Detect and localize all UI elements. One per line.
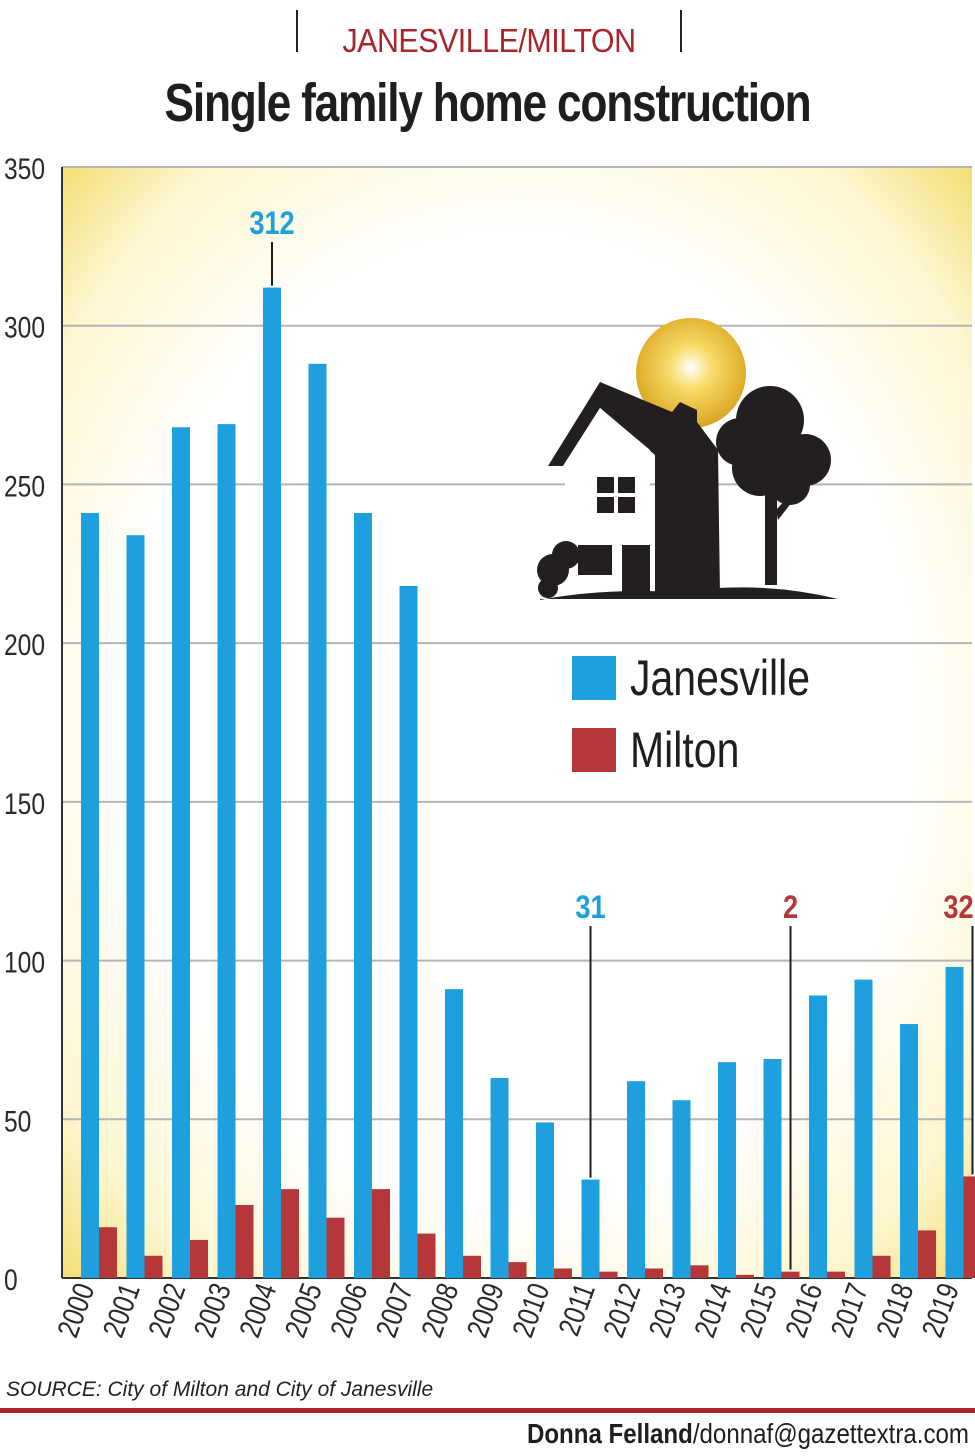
bar-milton-2006 <box>372 1189 390 1278</box>
x-tick-label: 2011 <box>551 1279 601 1340</box>
x-tick-label: 2007 <box>369 1279 420 1342</box>
x-tick-label: 2004 <box>232 1279 283 1342</box>
house-tree-sun-icon <box>537 318 838 600</box>
legend-swatch-milton <box>572 728 616 772</box>
bar-janesville-2019 <box>945 966 964 1278</box>
y-tick-label: 0 <box>4 1263 18 1297</box>
bar-janesville-2006 <box>354 512 372 1278</box>
x-tick-label: 2005 <box>278 1279 329 1342</box>
legend-item-milton: Milton <box>572 720 850 780</box>
annotation-label: 32 <box>943 890 973 926</box>
annotation-label: 31 <box>575 890 605 926</box>
x-tick-label: 2016 <box>778 1279 829 1342</box>
legend-item-janesville: Janesville <box>572 648 850 708</box>
byline: Donna Felland/donnaf@gazettextra.com <box>527 1418 969 1450</box>
annotation-label: 312 <box>249 206 294 242</box>
y-tick-label: 100 <box>4 945 45 979</box>
byline-email: /donnaf@gazettextra.com <box>692 1418 969 1449</box>
bar-milton-2012 <box>645 1268 663 1278</box>
bar-janesville-2009 <box>490 1078 509 1278</box>
bar-milton-2016 <box>827 1271 845 1278</box>
x-tick-label: 2006 <box>323 1279 374 1342</box>
x-tick-label: 2010 <box>505 1279 556 1342</box>
x-tick-label: 2009 <box>460 1279 511 1342</box>
bar-milton-2000 <box>99 1227 117 1278</box>
bar-milton-2017 <box>872 1255 891 1278</box>
bar-milton-2009 <box>508 1262 527 1278</box>
y-tick-label: 350 <box>4 152 45 186</box>
bar-janesville-2010 <box>536 1122 554 1278</box>
bar-milton-2002 <box>190 1239 208 1278</box>
bar-milton-2018 <box>918 1230 936 1278</box>
x-tick-label: 2001 <box>96 1279 147 1342</box>
annotation-label: 2 <box>783 890 798 926</box>
legend-label-milton: Milton <box>630 722 740 778</box>
y-tick-label: 200 <box>4 628 45 662</box>
bar-milton-2007 <box>417 1233 436 1278</box>
chart-legend: Janesville Milton <box>572 648 850 792</box>
x-tick-label: 2000 <box>50 1279 101 1342</box>
bar-janesville-2016 <box>809 995 827 1278</box>
bar-janesville-2008 <box>445 989 463 1278</box>
x-tick-label: 2014 <box>687 1279 738 1342</box>
y-tick-label: 300 <box>4 310 45 344</box>
bar-janesville-2001 <box>126 535 145 1278</box>
footer-rule <box>0 1408 975 1413</box>
x-tick-label: 2019 <box>915 1279 966 1342</box>
bar-janesville-2017 <box>854 979 873 1278</box>
bar-milton-2015 <box>781 1271 800 1278</box>
bar-milton-2001 <box>144 1255 163 1278</box>
x-tick-label: 2008 <box>414 1279 465 1342</box>
bar-janesville-2018 <box>900 1024 918 1278</box>
x-tick-label: 2002 <box>141 1279 192 1342</box>
x-tick-label: 2003 <box>187 1279 238 1342</box>
kicker-frame: JANESVILLE/MILTON <box>296 10 682 59</box>
y-tick-label: 50 <box>4 1104 31 1138</box>
bar-janesville-2011 <box>581 1179 600 1278</box>
bar-milton-2013 <box>690 1265 709 1278</box>
bar-janesville-2000 <box>81 512 99 1278</box>
y-tick-label: 150 <box>4 787 45 821</box>
bar-janesville-2004 <box>263 287 281 1278</box>
bar-milton-2004 <box>281 1189 299 1278</box>
bar-janesville-2007 <box>399 586 418 1278</box>
bar-janesville-2015 <box>763 1058 782 1278</box>
source-note: SOURCE: City of Milton and City of Janes… <box>6 1378 434 1401</box>
x-tick-label: 2013 <box>642 1279 693 1342</box>
legend-label-janesville: Janesville <box>630 650 811 706</box>
bar-milton-2019 <box>963 1176 975 1278</box>
bar-milton-2005 <box>326 1217 345 1278</box>
legend-swatch-janesville <box>572 656 616 700</box>
bar-milton-2011 <box>599 1271 618 1278</box>
bar-milton-2014 <box>736 1274 754 1278</box>
bar-milton-2008 <box>463 1255 481 1278</box>
bar-janesville-2003 <box>217 424 236 1278</box>
chart-title: Single family home construction <box>164 73 812 133</box>
bar-janesville-2013 <box>672 1100 691 1278</box>
bar-janesville-2014 <box>718 1062 736 1278</box>
x-tick-label: 2018 <box>869 1279 920 1342</box>
y-tick-label: 250 <box>4 469 45 503</box>
bar-janesville-2002 <box>172 427 190 1278</box>
x-tick-label: 2017 <box>824 1279 875 1342</box>
x-tick-label: 2012 <box>596 1279 647 1342</box>
bar-janesville-2005 <box>308 363 327 1278</box>
kicker-label: JANESVILLE/MILTON <box>342 22 636 59</box>
bar-milton-2003 <box>235 1204 254 1278</box>
bar-janesville-2012 <box>627 1081 645 1278</box>
byline-name: Donna Felland <box>527 1418 693 1449</box>
x-tick-label: 2015 <box>733 1279 784 1342</box>
bar-chart: 0501001502002503003502000200120022003200… <box>4 152 975 1342</box>
bar-milton-2010 <box>554 1268 572 1278</box>
